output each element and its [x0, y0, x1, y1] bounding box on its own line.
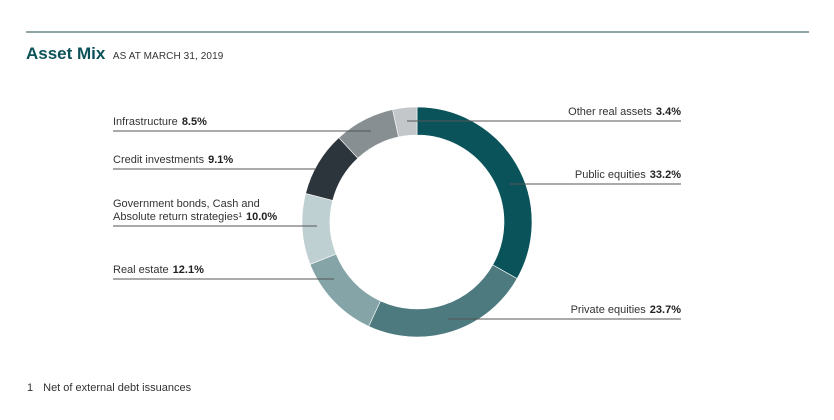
label-private-equities: Private equities 23.7%: [571, 304, 681, 317]
label-other-real-assets: Other real assets 3.4%: [568, 106, 681, 119]
label-name: Other real assets: [568, 106, 652, 118]
label-real-estate: Real estate 12.1%: [113, 264, 204, 277]
as-at-date: AS AT MARCH 31, 2019: [112, 51, 224, 62]
label-value: 9.1%: [208, 154, 234, 166]
label-value: 23.7%: [649, 304, 681, 316]
label-name-line1: Government bonds, Cash and: [113, 198, 260, 210]
label-gov-bonds: Government bonds, Cash and Absolute retu…: [113, 198, 277, 224]
chart-title: Asset Mix AS AT MARCH 31, 2019: [26, 44, 223, 64]
footnote-text: Net of external debt issuances: [43, 382, 192, 394]
leader-lines: [113, 120, 681, 320]
label-value: 33.2%: [649, 169, 681, 181]
label-name: Real estate: [113, 264, 169, 276]
page-title: Asset Mix: [26, 44, 106, 63]
donut-slice: [301, 193, 337, 265]
label-name-line2: Absolute return strategies¹: [113, 211, 243, 223]
footnote: 1 Net of external debt issuances: [27, 382, 191, 394]
label-name: Credit investments: [113, 154, 205, 166]
label-name: Public equities: [574, 169, 646, 181]
donut-slice: [309, 253, 381, 327]
donut-slice: [392, 106, 418, 138]
donut-slice: [416, 106, 533, 280]
label-value: 3.4%: [655, 106, 681, 118]
top-rule: [26, 31, 809, 33]
footnote-number: 1: [27, 382, 34, 394]
donut-slice: [368, 264, 518, 338]
label-name: Infrastructure: [113, 116, 178, 128]
label-public-equities: Public equities 33.2%: [575, 169, 681, 182]
label-infrastructure: Infrastructure 8.5%: [113, 116, 207, 129]
donut-slices: [301, 106, 533, 338]
label-credit-investments: Credit investments 9.1%: [113, 154, 233, 167]
label-value: 8.5%: [181, 116, 207, 128]
label-name: Private equities: [570, 304, 646, 316]
label-value: 12.1%: [172, 264, 204, 276]
label-value: 10.0%: [246, 211, 278, 223]
